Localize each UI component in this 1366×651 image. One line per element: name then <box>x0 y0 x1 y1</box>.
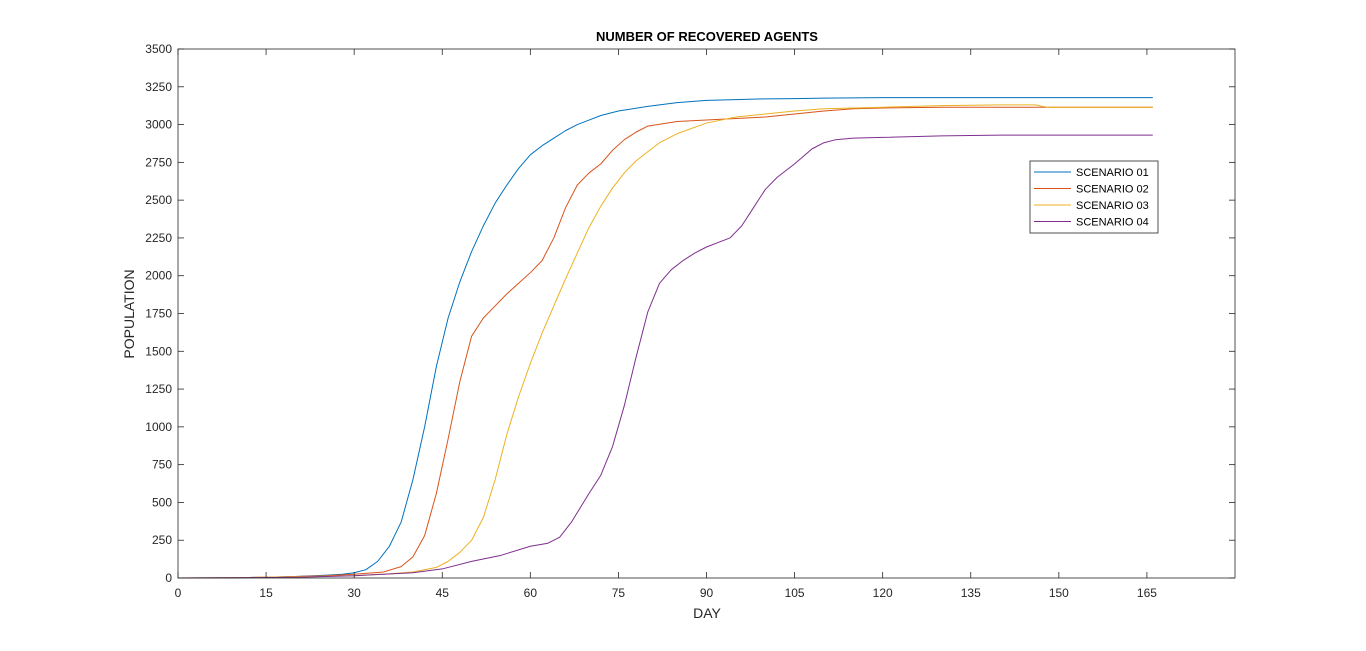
y-tick-label: 1500 <box>145 344 172 358</box>
x-tick-label: 45 <box>436 586 450 600</box>
legend: SCENARIO 01 SCENARIO 02 SCENARIO 03 SCENARI… <box>1029 160 1159 234</box>
y-tick-label: 3250 <box>145 80 172 94</box>
y-tick-label: 3000 <box>145 118 172 132</box>
series-line-4 <box>177 134 1153 579</box>
legend-label-1: SCENARIO 01 <box>1076 167 1149 179</box>
y-tick-label: 0 <box>165 571 172 585</box>
y-axis-label: POPULATION <box>121 269 137 358</box>
y-tick-label: 1250 <box>145 382 172 396</box>
x-tick-label: 105 <box>785 586 805 600</box>
y-tick-label: 2250 <box>145 231 172 245</box>
axes-background <box>178 49 1235 578</box>
x-tick-label: 90 <box>700 586 714 600</box>
y-tick-label: 2750 <box>145 155 172 169</box>
x-tick-label: 0 <box>175 586 182 600</box>
chart-title: NUMBER OF RECOVERED AGENTS <box>596 29 818 44</box>
series-line-3 <box>177 104 1153 579</box>
legend-label-4: SCENARIO 04 <box>1076 217 1149 229</box>
y-tick-label: 750 <box>152 458 172 472</box>
x-tick-label: 120 <box>873 586 893 600</box>
y-tick-label: 250 <box>152 533 172 547</box>
plot-area: 0 15 30 45 60 75 90 105 120 135 150 165 0 250 500 750 10… <box>145 42 1236 600</box>
x-tick-label: 15 <box>259 586 273 600</box>
x-tick-label: 165 <box>1137 586 1157 600</box>
y-tick-label: 3500 <box>145 42 172 56</box>
y-tick-label: 500 <box>152 495 172 509</box>
legend-label-3: SCENARIO 03 <box>1076 200 1149 212</box>
x-tick-label: 30 <box>347 586 361 600</box>
x-tick-label: 150 <box>1049 586 1069 600</box>
x-tick-label: 75 <box>612 586 626 600</box>
series-line-2 <box>177 106 1153 579</box>
legend-label-2: SCENARIO 02 <box>1076 184 1149 196</box>
x-tick-label: 60 <box>524 586 538 600</box>
y-tick-label: 2500 <box>145 193 172 207</box>
series-line-1 <box>177 97 1153 579</box>
x-tick-label: 135 <box>961 586 981 600</box>
y-tick-label: 2000 <box>145 269 172 283</box>
y-tick-label: 1750 <box>145 307 172 321</box>
x-axis-label: DAY <box>693 605 721 621</box>
y-tick-label: 1000 <box>145 420 172 434</box>
